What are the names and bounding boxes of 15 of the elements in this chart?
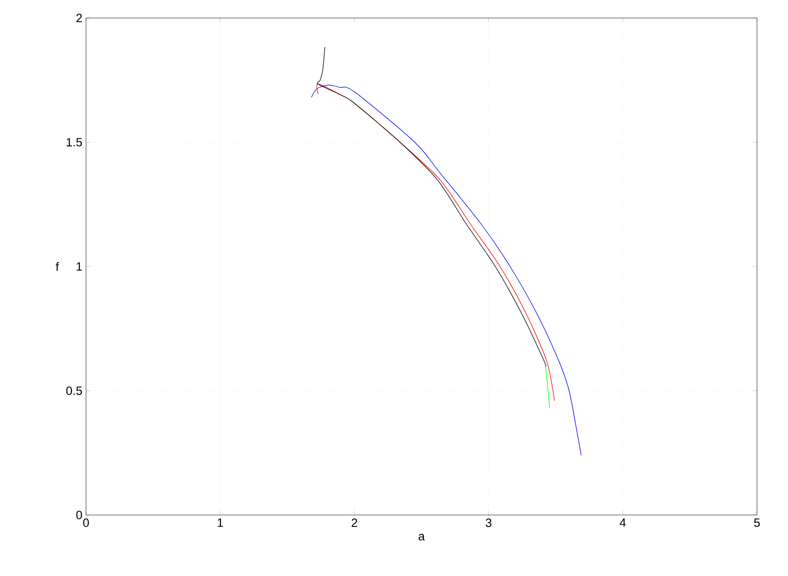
- y-tick-label: 1.5: [66, 138, 82, 146]
- y-tick-label: 0: [76, 510, 82, 520]
- x-tick-label: 4: [620, 518, 626, 527]
- x-tick-label: 3: [486, 518, 492, 528]
- y-tick-label: 1: [76, 262, 82, 271]
- y-tick-label: 2: [76, 14, 82, 22]
- x-axis-title: a: [418, 534, 425, 540]
- line-series: [318, 46, 546, 367]
- x-tick-label: 5: [754, 518, 760, 527]
- x-tick-label: 0: [83, 518, 89, 528]
- y-axis-title: f: [56, 262, 59, 271]
- line-series: [311, 84, 582, 456]
- y-tick-label: 0.5: [66, 386, 82, 395]
- x-tick-label: 1: [218, 518, 223, 527]
- x-tick-label: 2: [352, 518, 358, 527]
